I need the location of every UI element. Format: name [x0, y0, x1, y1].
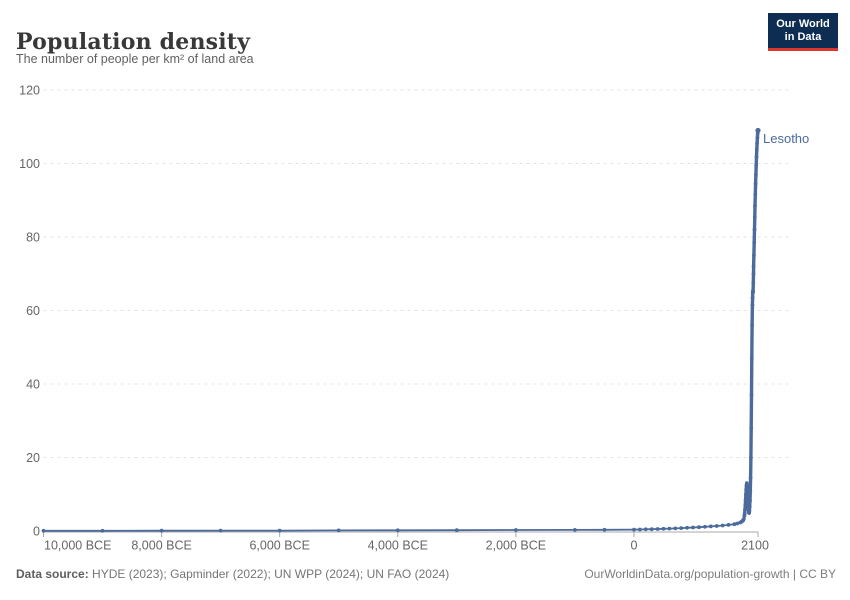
series-dot[interactable] [754, 147, 759, 152]
series-dot[interactable] [745, 483, 749, 488]
series-dot[interactable] [750, 303, 755, 307]
series-dot[interactable] [691, 525, 695, 530]
series-dot[interactable] [703, 524, 707, 529]
series-dot[interactable] [726, 523, 731, 527]
y-tick-label: 80 [26, 231, 40, 245]
footer-link[interactable]: OurWorldinData.org/population-growth | C… [584, 567, 836, 581]
data-source-note: Data source: HYDE (2023); Gapminder (202… [16, 567, 449, 581]
series-dot[interactable] [395, 528, 400, 533]
series-entity-label[interactable]: Lesotho [763, 131, 809, 146]
series-dot[interactable] [755, 141, 759, 146]
series-dot[interactable] [753, 203, 757, 208]
series-dot[interactable] [741, 517, 746, 521]
y-tick-label: 120 [19, 84, 40, 98]
series-dot[interactable] [753, 192, 758, 197]
series-endpoint-dot[interactable] [755, 127, 761, 134]
y-tick-label: 20 [26, 451, 40, 465]
series-dot[interactable] [100, 528, 105, 533]
series-dot[interactable] [748, 489, 753, 494]
series-dot[interactable] [743, 507, 747, 512]
chart-subtitle: The number of people per km² of land are… [16, 52, 254, 66]
series-dot[interactable] [742, 511, 747, 516]
series-dot[interactable] [573, 528, 577, 532]
series-dot[interactable] [277, 528, 282, 533]
series-dot[interactable] [714, 524, 719, 528]
series-dot[interactable] [750, 323, 754, 328]
owid-logo[interactable]: Our World in Data [768, 13, 838, 51]
series-dot[interactable] [732, 522, 737, 527]
series-dot[interactable] [218, 528, 223, 533]
series-dot[interactable] [751, 264, 756, 269]
series-dot[interactable] [649, 527, 654, 532]
series-dot[interactable] [752, 227, 757, 232]
series-dot[interactable] [661, 526, 666, 531]
series-dot[interactable] [679, 526, 684, 530]
series-dot[interactable] [685, 525, 689, 530]
series-dot[interactable] [454, 528, 459, 533]
series-dot[interactable] [514, 528, 518, 532]
x-tick-label: 0 [631, 539, 638, 553]
series-dot[interactable] [750, 295, 755, 300]
x-tick-label: 4,000 BCE [368, 539, 428, 553]
series-dot[interactable] [602, 527, 607, 532]
series-dot[interactable] [747, 508, 752, 513]
y-tick-label: 100 [19, 157, 40, 171]
data-source-label: Data source: [16, 567, 89, 581]
x-tick-label: 2,000 BCE [486, 539, 546, 553]
x-tick-label: 6,000 BCE [249, 539, 309, 553]
series-dot[interactable] [752, 214, 757, 219]
series-dot[interactable] [720, 523, 725, 528]
chart-footer: Data source: HYDE (2023); Gapminder (202… [16, 567, 836, 581]
series-dot[interactable] [735, 521, 740, 526]
series-dot[interactable] [632, 527, 636, 532]
series-dot[interactable] [751, 281, 756, 285]
series-dot[interactable] [752, 240, 757, 245]
series-dot[interactable] [752, 253, 756, 258]
x-tick-label: 2100 [741, 539, 769, 553]
series-dot[interactable] [754, 172, 758, 177]
x-tick-label: 10,000 BCE [44, 539, 111, 553]
y-tick-label: 40 [26, 378, 40, 392]
series-dot[interactable] [753, 181, 758, 186]
owid-logo-line2: in Data [784, 31, 822, 43]
data-source-text: HYDE (2023); Gapminder (2022); UN WPP (2… [88, 567, 450, 581]
series-dot[interactable] [708, 524, 713, 529]
x-tick-label: 8,000 BCE [131, 539, 191, 553]
owid-logo-line1: Our World [776, 18, 830, 30]
series-dot[interactable] [747, 504, 752, 509]
series-dot[interactable] [749, 356, 754, 361]
series-dot[interactable] [745, 493, 750, 497]
series-dot[interactable] [336, 528, 341, 533]
series-dot[interactable] [751, 271, 756, 276]
series-dot[interactable] [643, 527, 648, 532]
page-title: Population density [16, 28, 251, 55]
series-dot[interactable] [749, 426, 754, 430]
series-dot[interactable] [754, 163, 759, 168]
series-dot[interactable] [673, 526, 678, 531]
series-dot[interactable] [667, 526, 672, 531]
series-line[interactable] [42, 129, 759, 532]
series-dot[interactable] [755, 135, 760, 140]
series-dot[interactable] [745, 487, 750, 492]
series-dot[interactable] [638, 527, 642, 532]
series-dot[interactable] [655, 527, 660, 531]
series-dot[interactable] [749, 455, 753, 460]
series-dot[interactable] [743, 503, 748, 508]
series-dot[interactable] [159, 528, 164, 533]
series-dot[interactable] [748, 498, 752, 503]
series-dot[interactable] [751, 290, 755, 294]
series-dot[interactable] [748, 475, 753, 480]
series-dot[interactable] [749, 393, 754, 397]
series-dot[interactable] [754, 155, 759, 159]
series-dot[interactable] [41, 528, 46, 533]
y-tick-label: 60 [26, 304, 40, 318]
y-tick-label: 0 [33, 525, 40, 539]
series-dot[interactable] [697, 525, 701, 530]
